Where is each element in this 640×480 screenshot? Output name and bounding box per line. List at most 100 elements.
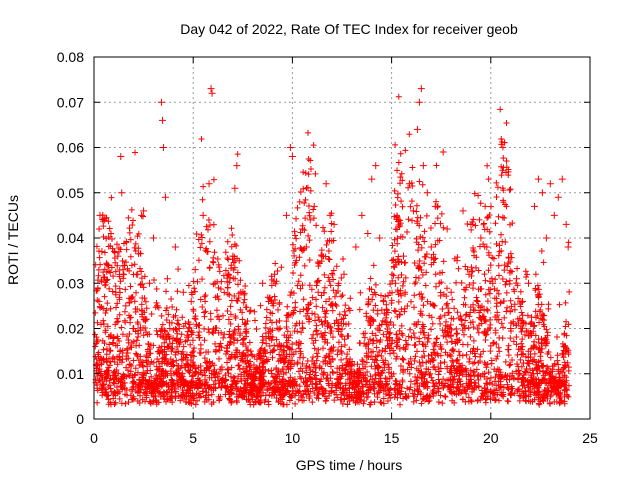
data-point [459, 207, 467, 215]
data-point [112, 288, 120, 296]
data-point [203, 248, 211, 256]
data-point [253, 365, 261, 373]
data-point [108, 388, 116, 396]
data-point [465, 270, 473, 278]
data-point [163, 275, 171, 283]
data-point [558, 175, 566, 183]
data-point [117, 153, 125, 161]
data-point [453, 257, 461, 265]
data-point [489, 279, 497, 287]
y-tick-label: 0.08 [57, 49, 84, 65]
data-point [409, 207, 417, 215]
data-point [265, 329, 273, 337]
data-point [550, 211, 558, 219]
data-point [157, 98, 165, 106]
data-point [358, 211, 366, 219]
data-point [423, 189, 431, 197]
y-tick-label: 0.04 [57, 230, 84, 246]
data-point [554, 193, 562, 201]
data-point [415, 98, 423, 106]
data-point [183, 361, 191, 369]
data-point [205, 180, 213, 188]
data-point [346, 306, 354, 314]
y-tick-label: 0.06 [57, 140, 84, 156]
data-point [134, 270, 142, 278]
data-point [282, 211, 290, 219]
data-point [208, 89, 216, 97]
x-tick-label: 0 [90, 430, 98, 446]
data-point [392, 279, 400, 287]
data-point [237, 288, 245, 296]
data-point [187, 297, 195, 305]
data-point [153, 302, 161, 310]
data-point [159, 144, 167, 151]
data-point [562, 220, 570, 228]
y-tick-label: 0.03 [57, 275, 84, 291]
data-point [95, 297, 103, 305]
y-tick-label: 0.07 [57, 94, 84, 110]
data-point [405, 180, 413, 188]
data-point [524, 279, 532, 287]
data-point [175, 325, 183, 332]
data-point [215, 343, 223, 351]
data-point [368, 175, 376, 183]
data-point [564, 243, 572, 251]
y-tick-label: 0.02 [57, 321, 84, 337]
data-point [314, 288, 322, 296]
data-point [519, 297, 527, 305]
data-point [501, 261, 509, 269]
axis-ticks: 0 5 10 15 20 25 0 0.01 0.02 0.03 0.04 0.05 0.06 0.07 0… [57, 49, 598, 446]
data-point [534, 175, 542, 183]
data-point [229, 252, 237, 260]
data-point [146, 279, 154, 287]
data-point [158, 116, 166, 124]
data-point [340, 270, 348, 278]
x-axis-label: GPS time / hours [296, 457, 403, 473]
data-point [326, 211, 334, 219]
data-point [439, 148, 447, 156]
data-point [507, 325, 515, 332]
data-point [142, 315, 150, 323]
data-point [138, 211, 146, 219]
data-point [322, 180, 330, 188]
data-point [100, 320, 108, 328]
data-point [211, 279, 219, 287]
x-tick-label: 25 [582, 430, 598, 446]
data-point [150, 234, 158, 242]
x-tick-label: 15 [384, 430, 400, 446]
data-point [386, 334, 394, 342]
data-point [241, 352, 249, 360]
data-point [98, 248, 106, 256]
data-point [396, 311, 404, 319]
data-point [207, 85, 215, 93]
data-point [538, 189, 546, 197]
data-point [104, 261, 112, 269]
data-point [167, 347, 175, 355]
y-tick-label: 0 [76, 411, 84, 427]
data-point [179, 288, 187, 296]
data-point [334, 325, 342, 332]
data-point [413, 125, 421, 133]
data-point [231, 184, 239, 192]
data-point [94, 361, 102, 369]
data-point [106, 347, 114, 355]
data-point [447, 288, 455, 296]
data-point [483, 243, 491, 251]
data-point [271, 270, 279, 278]
data-point [546, 180, 554, 188]
data-point [417, 85, 425, 93]
data-point [427, 243, 435, 251]
data-point [120, 374, 128, 382]
data-point [400, 252, 408, 260]
data-point [130, 325, 138, 332]
data-point [96, 211, 104, 219]
data-point [364, 229, 372, 237]
data-point [471, 306, 479, 314]
data-point [372, 162, 380, 170]
data-point [330, 220, 338, 228]
data-point [431, 202, 439, 210]
dense-point-cloud [92, 93, 573, 408]
data-point [288, 153, 296, 161]
data-point [195, 334, 203, 342]
chart-title: Day 042 of 2022, Rate Of TEC Index for r… [180, 21, 518, 37]
